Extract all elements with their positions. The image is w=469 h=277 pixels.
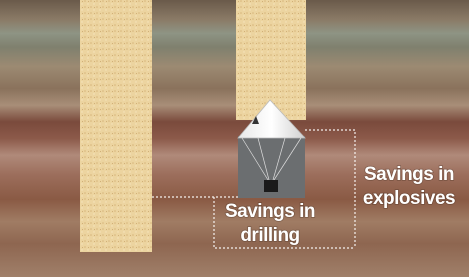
drill-hole [80, 0, 152, 252]
explosives-label: explosives [363, 188, 455, 209]
drilling-label: Savings in [225, 201, 315, 222]
rock-strata [0, 0, 469, 277]
scene: Savings in drilling Savings in explosive… [0, 0, 469, 277]
explosives-label: Savings in [364, 164, 454, 185]
drilling-label: drilling [240, 225, 299, 246]
page: Savings in drilling Savings in explosive… [0, 0, 469, 277]
